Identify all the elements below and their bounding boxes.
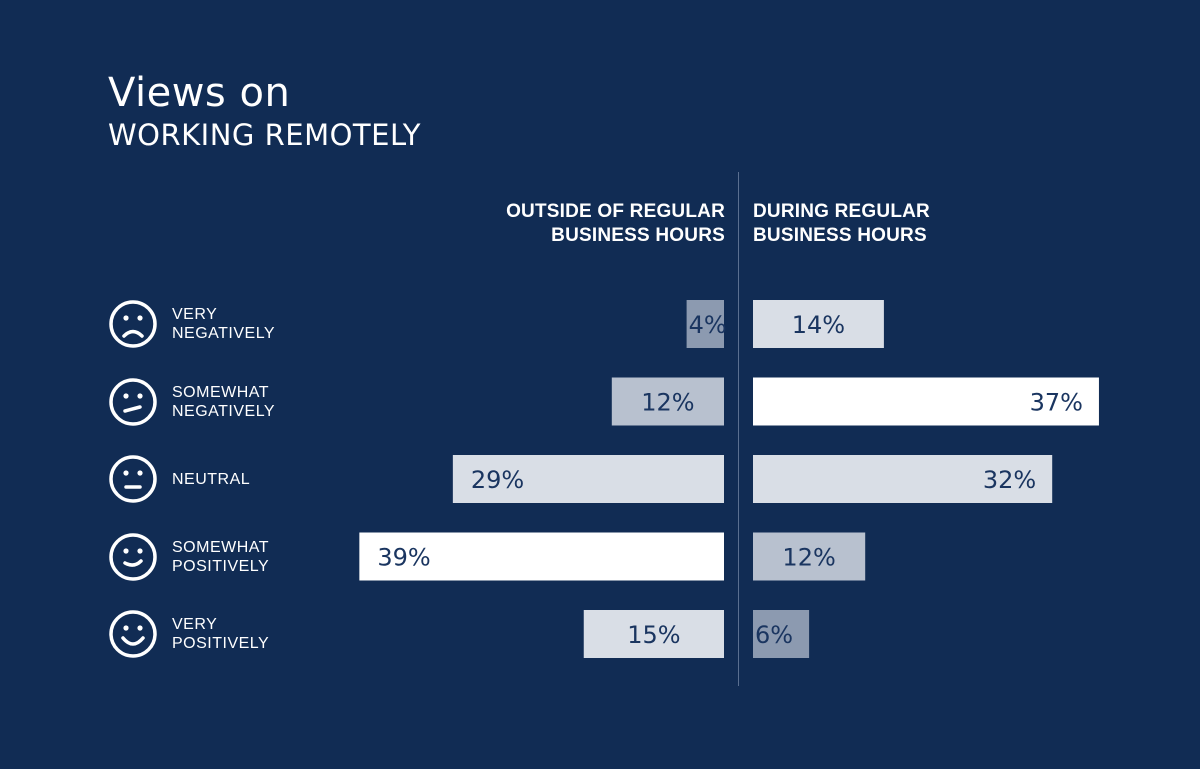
chart-title: Views on <box>108 70 291 116</box>
bar-during-hours <box>753 455 1053 503</box>
bar-during-hours <box>753 300 884 348</box>
column-header-during-hours: DURING REGULAR BUSINESS HOURS <box>753 201 930 246</box>
bar-value-label: 29% <box>471 466 524 494</box>
bar-outside-hours <box>359 532 724 581</box>
slight-smile-face-icon <box>109 532 157 581</box>
column-header-outside-hours: OUTSIDE OF REGULAR BUSINESS HOURS <box>506 201 725 246</box>
bar-outside-hours <box>583 610 724 658</box>
bar-value-label: 12% <box>782 544 835 572</box>
bar-outside-hours <box>686 300 724 348</box>
slightly-sad-face-icon <box>109 377 157 426</box>
bar-value-label: 37% <box>1030 389 1083 417</box>
row-label: VERY POSITIVELY <box>172 616 270 652</box>
bar-value-label: 6% <box>755 621 793 649</box>
center-divider <box>738 172 739 686</box>
very-sad-face-icon <box>109 300 157 348</box>
bar-during-hours <box>753 532 866 581</box>
big-smile-face-icon <box>109 610 157 658</box>
row-label: SOMEWHAT POSITIVELY <box>172 538 270 575</box>
chart-subtitle: WORKING REMOTELY <box>108 118 421 152</box>
neutral-face-icon <box>109 455 157 503</box>
bar-value-label: 15% <box>627 621 680 649</box>
bar-outside-hours <box>452 455 724 503</box>
bar-outside-hours <box>611 377 724 426</box>
row-label: SOMEWHAT NEGATIVELY <box>172 383 276 420</box>
bar-value-label: 32% <box>983 466 1036 494</box>
row-label: NEUTRAL <box>172 470 251 488</box>
bar-value-label: 4% <box>689 311 727 339</box>
bar-value-label: 14% <box>792 311 845 339</box>
row-label: VERY NEGATIVELY <box>172 306 276 342</box>
bar-during-hours <box>753 610 810 658</box>
bar-during-hours <box>753 377 1099 426</box>
bar-value-label: 39% <box>377 544 430 572</box>
bar-value-label: 12% <box>641 389 694 417</box>
